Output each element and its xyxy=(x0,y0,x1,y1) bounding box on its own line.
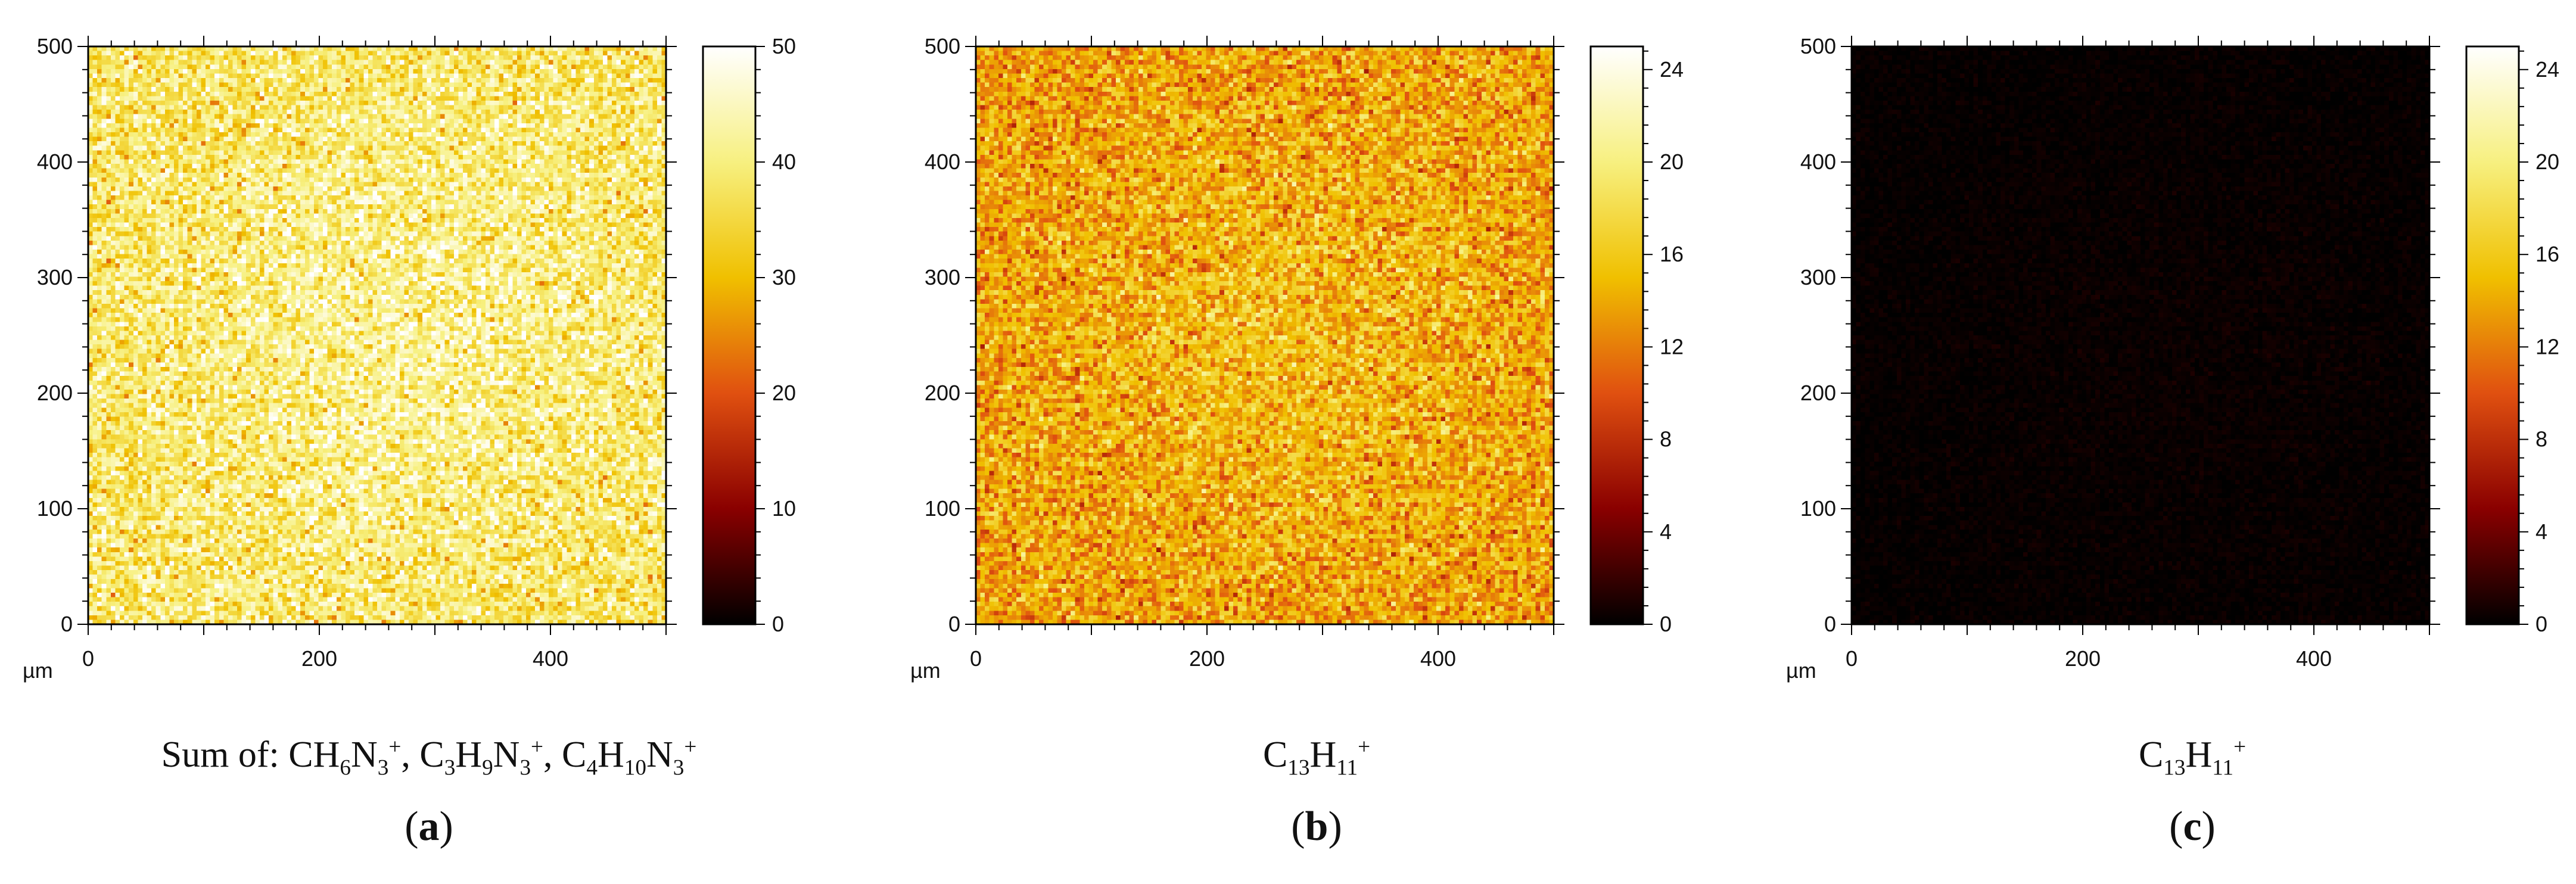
y-tick-label: 200 xyxy=(1800,381,1836,405)
heatmap-chart-b: 0 100 200 300 400 500 0 200 400 µm 0 4 8 12 16 20 24 xyxy=(910,34,1684,683)
colorbar-tick-label: 0 xyxy=(1660,612,1672,636)
colorbar-tick-label: 0 xyxy=(772,612,784,636)
heatmap-chart-c: 0 100 200 300 400 500 0 200 400 µm 0 4 8 12 16 20 24 xyxy=(1786,34,2559,683)
panel-c: 0 100 200 300 400 500 0 200 400 µm 0 4 8 12 16 20 24 C13… xyxy=(1763,0,2576,884)
colorbar xyxy=(1589,45,1644,625)
y-tick-label: 300 xyxy=(37,265,73,290)
y-tick-label: 300 xyxy=(1800,265,1836,290)
colorbar-tick-label: 12 xyxy=(1660,334,1684,359)
colorbar-tick-label: 8 xyxy=(1660,427,1672,452)
colorbar-tick-label: 4 xyxy=(2535,519,2547,544)
y-tick-label: 300 xyxy=(925,265,960,290)
x-tick-label: 0 xyxy=(970,646,982,671)
y-tick-label: 500 xyxy=(1800,34,1836,58)
axis-unit-label: µm xyxy=(910,658,941,683)
heatmap-image xyxy=(1852,46,2429,624)
caption-formula-c: C13H11+ xyxy=(2138,734,2247,780)
heatmap-chart-a: 0 100 200 300 400 500 0 200 400 µm 0 10 20 30 40 50 xyxy=(23,34,796,683)
y-tick-label: 100 xyxy=(1800,496,1836,521)
y-tick-label: 0 xyxy=(1824,612,1836,636)
x-tick-label: 200 xyxy=(301,646,337,671)
plot-frame xyxy=(1850,45,2431,625)
axis-unit-label: µm xyxy=(23,658,53,683)
colorbar-tick-label: 40 xyxy=(772,150,796,174)
y-tick-label: 400 xyxy=(1800,150,1836,174)
x-tick-label: 200 xyxy=(1189,646,1225,671)
caption-formula-a: Sum of: CH6N3+, C3H9N3+, C4H10N3+ xyxy=(161,734,697,780)
axis-unit-label: µm xyxy=(1786,658,1816,683)
y-tick-label: 500 xyxy=(37,34,73,58)
caption-letter-a: (a) xyxy=(405,804,453,849)
panel-a: 0 100 200 300 400 500 0 200 400 µm 0 10 20 30 40 50 Sum… xyxy=(0,0,858,884)
y-tick-label: 0 xyxy=(61,612,73,636)
x-tick-label: 400 xyxy=(1420,646,1456,671)
x-tick-label: 200 xyxy=(2065,646,2101,671)
caption-letter-c: (c) xyxy=(2169,804,2216,849)
caption-letter-b: (b) xyxy=(1291,804,1342,849)
heatmap-image xyxy=(976,46,1554,624)
y-tick-label: 500 xyxy=(925,34,960,58)
y-tick-label: 0 xyxy=(948,612,960,636)
y-tick-label: 400 xyxy=(925,150,960,174)
plot-frame xyxy=(87,45,667,625)
colorbar-tick-label: 50 xyxy=(772,34,796,58)
heatmap-image xyxy=(88,46,666,624)
x-tick-label: 0 xyxy=(82,646,94,671)
colorbar-tick-label: 24 xyxy=(2535,57,2559,82)
colorbar-tick-label: 10 xyxy=(772,496,796,521)
colorbar-tick-label: 12 xyxy=(2535,334,2559,359)
plot-frame xyxy=(975,45,1555,625)
colorbar-tick-label: 8 xyxy=(2535,427,2547,452)
colorbar-tick-label: 16 xyxy=(2535,242,2559,266)
colorbar-tick-label: 24 xyxy=(1660,57,1684,82)
colorbar xyxy=(702,45,757,625)
y-tick-label: 200 xyxy=(925,381,960,405)
colorbar-tick-label: 30 xyxy=(772,265,796,290)
x-tick-label: 0 xyxy=(1846,646,1858,671)
y-tick-label: 400 xyxy=(37,150,73,174)
x-tick-label: 400 xyxy=(2296,646,2332,671)
y-tick-label: 200 xyxy=(37,381,73,405)
caption-formula-b: C13H11+ xyxy=(1262,734,1371,780)
colorbar-tick-label: 16 xyxy=(1660,242,1684,266)
colorbar-tick-label: 20 xyxy=(2535,150,2559,174)
y-tick-label: 100 xyxy=(37,496,73,521)
x-tick-label: 400 xyxy=(533,646,568,671)
panel-b: 0 100 200 300 400 500 0 200 400 µm 0 4 8 12 16 20 24 C13… xyxy=(888,0,1746,884)
colorbar-tick-label: 20 xyxy=(772,381,796,405)
colorbar-tick-label: 4 xyxy=(1660,519,1672,544)
y-tick-label: 100 xyxy=(925,496,960,521)
colorbar xyxy=(2465,45,2520,625)
colorbar-tick-label: 20 xyxy=(1660,150,1684,174)
colorbar-tick-label: 0 xyxy=(2535,612,2547,636)
